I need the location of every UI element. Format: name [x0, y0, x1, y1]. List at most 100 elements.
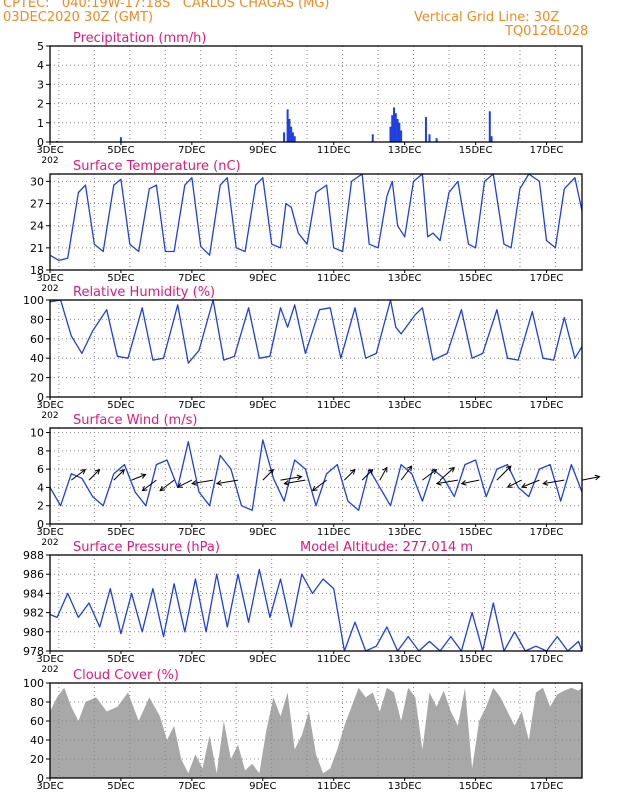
panel-4-wind-arrow [177, 479, 193, 488]
panel-1-bar [428, 134, 431, 142]
panel-4-wind-arrow [496, 465, 512, 481]
panel-4-xtick-label: 11DEC [317, 527, 351, 538]
panel-2-ytick-label: 21 [30, 242, 44, 255]
panel-3-xtick-label: 15DEC [459, 400, 493, 411]
panel-4-wind-arrow [142, 479, 157, 492]
panel-4-wind-arrow [284, 479, 306, 485]
panel-4-wind-arrow [280, 476, 302, 481]
panel-4-wind-arrow [461, 479, 480, 485]
panel-1-xtick-label: 13DEC [388, 145, 422, 156]
panel-1-xtick-label: 11DEC [317, 145, 351, 156]
panel-4-ytick-label: 10 [30, 427, 44, 440]
panel-3-xtick-label: 9DEC [249, 400, 276, 411]
panel-5-xtick-label: 3DEC [36, 654, 63, 665]
panel-1-frame [49, 45, 583, 143]
panel-4-xtick-label: 5DEC [107, 527, 134, 538]
panel-4-wind-arrow [507, 479, 522, 488]
panel-6-title: Cloud Cover (%) [73, 668, 179, 683]
panel-2-xtick-label: 13DEC [388, 273, 422, 284]
panel-4-wind-arrow [159, 479, 175, 492]
panel-2-frame [49, 173, 583, 271]
panel-4-wind-arrowhead [311, 485, 318, 492]
panel-4-wind-arrow [344, 469, 356, 481]
panel-1-ytick-label: 0 [37, 136, 44, 149]
panel-4-xtick-label: 15DEC [459, 527, 493, 538]
panel-2-year-fragment: 202 [41, 284, 58, 294]
panel-1-bar [288, 118, 291, 142]
panel-4-wind-arrowhead [94, 468, 101, 475]
panel-6-ytick-label: 40 [30, 734, 44, 747]
panel-6-xtick-label: 7DEC [178, 781, 205, 792]
panel-4-ytick-label: 6 [37, 463, 44, 476]
panel-4-ytick-label: 4 [37, 481, 44, 494]
panel-1-bar [371, 134, 374, 142]
panel-1-ytick-label: 4 [37, 59, 44, 72]
panel-1-xtick-label: 3DEC [36, 145, 63, 156]
panel-2-xtick-label: 9DEC [249, 273, 276, 284]
panel-1-ytick-label: 1 [37, 117, 44, 130]
panel-4-year-fragment: 202 [41, 538, 58, 548]
panel-2-xtick-label: 7DEC [178, 273, 205, 284]
panel-4-wind-arrow [70, 469, 86, 481]
panel-4-xtick-label: 9DEC [249, 527, 276, 538]
panel-1-ytick-label: 5 [37, 40, 44, 53]
panel-1-xtick-label: 5DEC [107, 145, 134, 156]
panel-2-xtick-label: 5DEC [107, 273, 134, 284]
panel-2-xtick-label: 17DEC [530, 273, 564, 284]
panel-5-annotation: Model Altitude: 277.014 m [300, 540, 473, 555]
panel-4-wind-arrowhead [406, 465, 413, 472]
header-date: 03DEC2020 30Z (GMT) [3, 10, 154, 25]
panel-5-frame [49, 554, 583, 652]
panel-1-bar [291, 132, 294, 142]
panel-4-wind-arrowhead [159, 485, 166, 492]
panel-4-wind-arrowhead [215, 480, 222, 486]
panel-2-xtick-label: 3DEC [36, 273, 63, 284]
panel-3-line [49, 299, 583, 364]
panel-1-ytick-label: 2 [37, 98, 44, 111]
panel-2-ytick-label: 30 [30, 175, 44, 188]
panel-4-wind-arrow [581, 476, 600, 481]
panel-3-ytick-label: 80 [30, 313, 44, 326]
panel-4-wind-arrowhead [80, 468, 87, 475]
panel-4-wind-arrowhead [449, 466, 455, 473]
panel-4-ytick-label: 8 [37, 445, 44, 458]
panel-6-ytick-label: 0 [37, 772, 44, 785]
panel-6-xtick-label: 9DEC [249, 781, 276, 792]
panel-5-year-fragment: 202 [41, 665, 58, 675]
panel-4-wind-arrowhead [141, 485, 148, 492]
panel-3-xtick-label: 5DEC [107, 400, 134, 411]
panel-2-xtick-label: 15DEC [459, 273, 493, 284]
panel-4-wind-arrow [400, 465, 413, 481]
panel-4-wind-arrowhead [296, 474, 303, 481]
panel-1-ytick-label: 3 [37, 78, 44, 91]
panel-3-ytick-label: 20 [30, 372, 44, 385]
panel-5-xtick-label: 17DEC [530, 654, 564, 665]
panel-3-xtick-label: 3DEC [36, 400, 63, 411]
panel-4-frame [49, 427, 583, 525]
panel-5-xtick-label: 5DEC [107, 654, 134, 665]
panel-1-xtick-label: 7DEC [178, 145, 205, 156]
panel-2-xtick-label: 11DEC [317, 273, 351, 284]
panel-3-ytick-label: 100 [23, 294, 44, 307]
header-code: TQ0126L028 [505, 24, 589, 39]
panel-4-wind-arrowhead [283, 480, 290, 486]
panel-4-wind-arrowhead [367, 468, 374, 475]
panel-6-xtick-label: 5DEC [107, 781, 134, 792]
panel-3-ytick-label: 0 [37, 391, 44, 404]
panel-1-title: Precipitation (mm/h) [73, 31, 206, 46]
panel-4-wind-arrowhead [505, 465, 512, 472]
panel-6-ytick-label: 20 [30, 753, 44, 766]
panel-5-ytick-label: 978 [23, 645, 44, 658]
panel-4-wind-arrow [312, 479, 327, 492]
header-station: CPTEC: 040:19W-17:18S CARLOS CHAGAS (MG) [3, 0, 330, 11]
panel-4-line [49, 439, 583, 511]
panel-4-wind-arrow [216, 479, 239, 485]
panel-1-bar [394, 113, 397, 142]
panel-1-xtick-label: 15DEC [459, 145, 493, 156]
panel-1-bar [398, 122, 401, 142]
panel-3-xtick-label: 13DEC [388, 400, 422, 411]
panel-6-ytick-label: 100 [23, 677, 44, 690]
panel-5-line [49, 568, 583, 652]
panel-4-wind-arrow [192, 479, 214, 485]
panel-4-wind-arrow [113, 469, 125, 481]
